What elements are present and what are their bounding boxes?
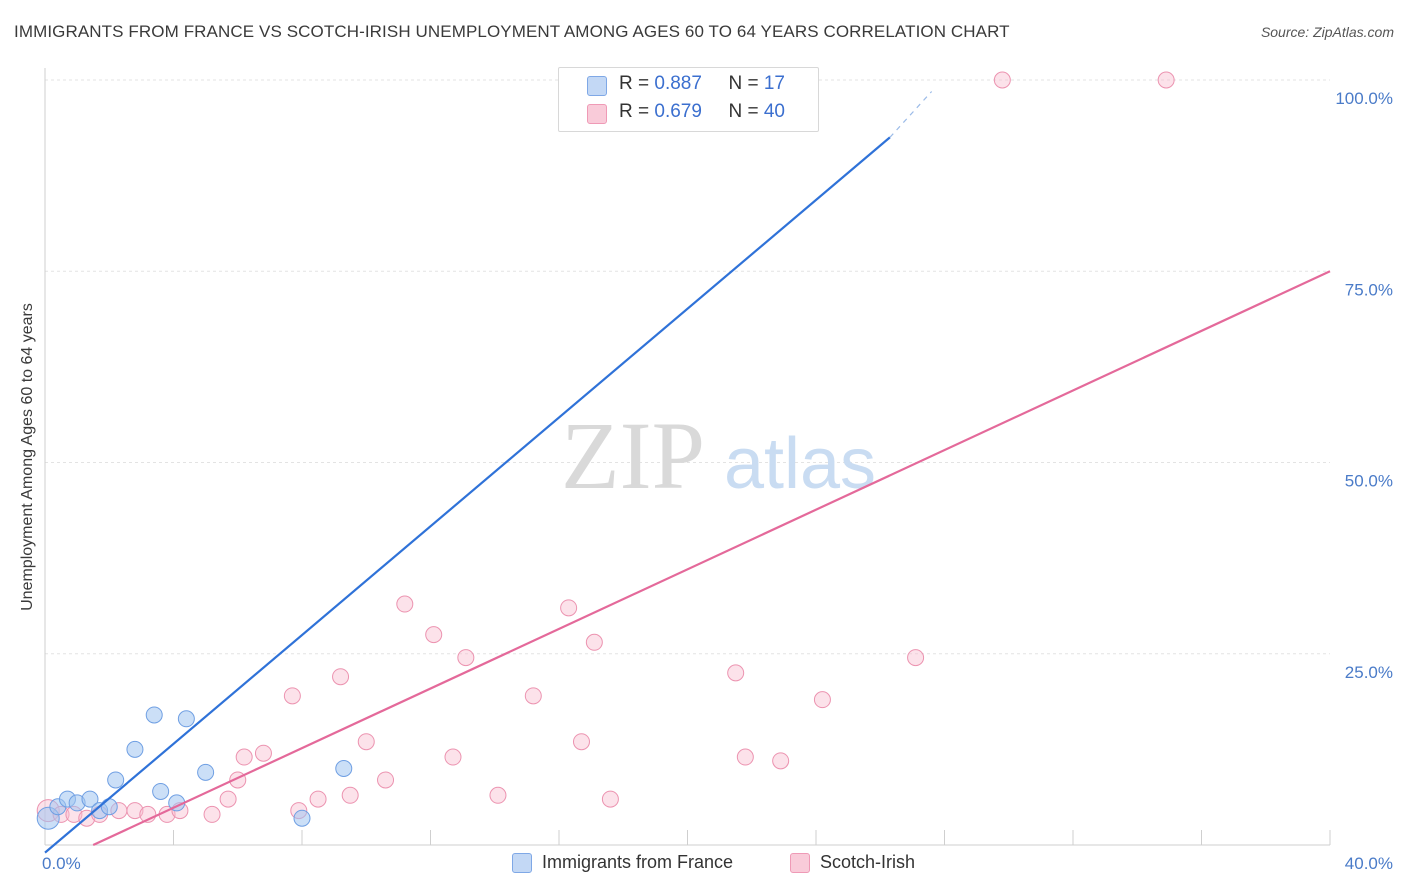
data-point-france-10 [152, 782, 170, 800]
y-tick-label-2: 75.0% [1345, 280, 1393, 299]
data-point-scotch-18 [332, 668, 350, 686]
data-point-scotch-10 [203, 805, 221, 823]
trendline-france-extension [889, 91, 933, 138]
data-point-scotch-27 [524, 687, 542, 705]
data-point-scotch-30 [585, 633, 603, 651]
data-point-france-9 [145, 706, 163, 724]
data-point-france-13 [197, 763, 215, 781]
data-point-france-14 [293, 809, 311, 827]
data-point-france-4 [81, 790, 99, 808]
data-point-scotch-36 [907, 649, 925, 667]
data-point-scotch-17 [309, 790, 327, 808]
data-point-scotch-22 [396, 595, 414, 613]
data-point-scotch-13 [235, 748, 253, 766]
data-point-scotch-28 [560, 599, 578, 617]
data-point-scotch-20 [357, 733, 375, 751]
bottom-legend-label-scotch: Scotch-Irish [820, 852, 916, 872]
trendlines [44, 91, 1331, 854]
data-point-scotch-29 [572, 733, 590, 751]
correlation-legend: R = 0.887 N = 17 R = 0.679 N = 40 [558, 67, 819, 132]
bottom-legend-label-france: Immigrants from France [542, 852, 734, 872]
y-tick-label-0: 25.0% [1345, 663, 1393, 682]
data-point-scotch-32 [727, 664, 745, 682]
legend-n-label: N = [728, 73, 764, 94]
axes [44, 68, 1331, 846]
data-point-scotch-23 [425, 626, 443, 644]
legend-n-value-scotch: 40 [763, 101, 785, 122]
legend-r-value-scotch: 0.679 [654, 101, 702, 122]
legend-r-label: R = [619, 101, 655, 122]
data-point-scotch-15 [283, 687, 301, 705]
y-tick-label-3: 100.0% [1335, 89, 1393, 108]
trendline-scotch-irish [92, 270, 1331, 846]
data-point-scotch-14 [254, 744, 272, 762]
data-point-scotch-26 [489, 786, 507, 804]
legend-n-value-france: 17 [763, 73, 785, 94]
legend-swatch-france [587, 76, 607, 96]
data-point-scotch-35 [813, 691, 831, 709]
watermark: ZIP atlas [561, 402, 876, 509]
data-point-scotch-37 [993, 71, 1011, 89]
legend-swatch-scotch [587, 104, 607, 124]
y-tick-label-1: 50.0% [1345, 472, 1393, 491]
data-point-scotch-31 [601, 790, 619, 808]
source-label: Source: ZipAtlas.com [1260, 24, 1394, 40]
bottom-legend-swatch-scotch [790, 853, 810, 873]
legend-n-label: N = [728, 101, 764, 122]
data-point-scotch-19 [341, 786, 359, 804]
data-point-scotch-24 [444, 748, 462, 766]
data-point-scotch-34 [772, 752, 790, 770]
tick-labels: 25.0% 50.0% 75.0% 100.0% 0.0% 40.0% [42, 89, 1393, 873]
data-point-scotch-38 [1157, 71, 1175, 89]
legend-r-value-france: 0.887 [654, 73, 702, 94]
data-point-scotch-21 [377, 771, 395, 789]
x-tick-label-1: 40.0% [1345, 854, 1393, 873]
data-point-france-12 [177, 710, 195, 728]
bottom-legend-swatch-france [512, 853, 532, 873]
chart-title: IMMIGRANTS FROM FRANCE VS SCOTCH-IRISH U… [14, 22, 1010, 41]
watermark-atlas: atlas [724, 424, 876, 504]
legend-r-label: R = [619, 73, 655, 94]
data-point-scotch-11 [219, 790, 237, 808]
data-point-france-15 [335, 760, 353, 777]
trendline-france [44, 136, 891, 854]
grid-lines [45, 79, 1330, 655]
x-tick-label-0: 0.0% [42, 854, 81, 873]
data-point-france-7 [107, 771, 125, 789]
data-point-france-6 [100, 798, 118, 816]
data-point-france-8 [126, 740, 144, 758]
watermark-zip: ZIP [561, 402, 705, 509]
data-point-scotch-6 [126, 802, 144, 820]
data-point-scotch-25 [457, 649, 475, 667]
data-point-scotch-33 [736, 748, 754, 766]
